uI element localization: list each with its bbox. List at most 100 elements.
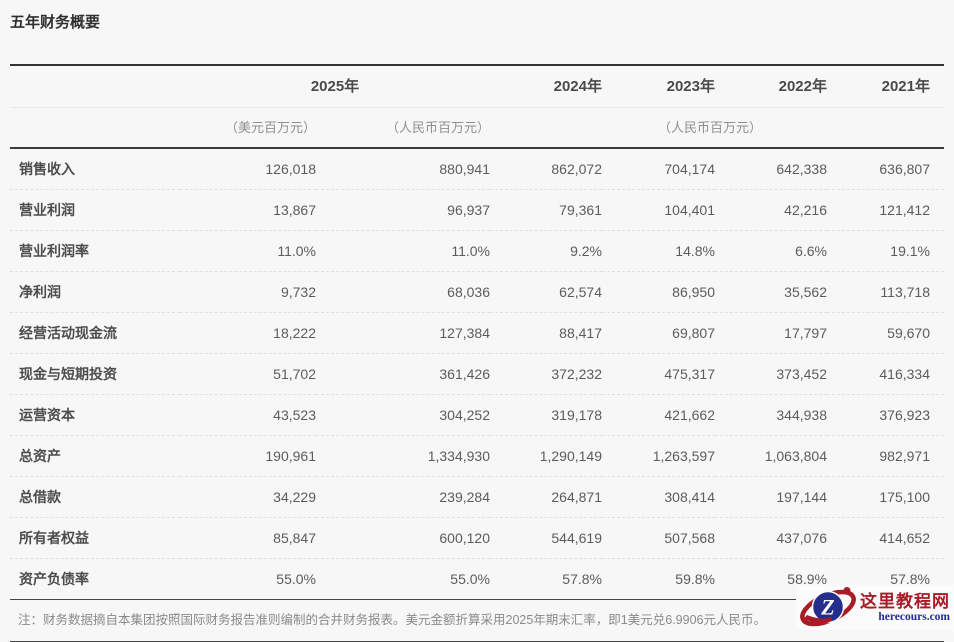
- row-label-header: [10, 64, 180, 108]
- row-value: 43,523: [180, 394, 316, 436]
- financial-table: 2025年 2024年 2023年 2022年 2021年 （美元百万元） （人…: [10, 64, 944, 642]
- row-value: 42,216: [715, 189, 827, 231]
- row-label: 资产负债率: [10, 558, 180, 600]
- site-logo-icon: Z: [800, 587, 856, 627]
- row-value: 319,178: [490, 394, 602, 436]
- row-label: 经营活动现金流: [10, 312, 180, 354]
- table-row: 运营资本 43,523 304,252 319,178 421,662 344,938 37…: [10, 394, 944, 436]
- row-value: 344,938: [715, 394, 827, 436]
- row-value: 376,923: [827, 394, 944, 436]
- row-value: 88,417: [490, 312, 602, 354]
- watermark-text: 这里教程网 herecours.com: [860, 592, 950, 624]
- row-value: 190,961: [180, 435, 316, 477]
- row-value: 126,018: [180, 148, 316, 190]
- row-value: 9,732: [180, 271, 316, 313]
- row-value: 85,847: [180, 517, 316, 559]
- row-value: 475,317: [602, 353, 715, 395]
- row-label: 总资产: [10, 435, 180, 477]
- table-row: 现金与短期投资 51,702 361,426 372,232 475,317 373,45…: [10, 353, 944, 395]
- row-value: 18,222: [180, 312, 316, 354]
- row-value: 1,063,804: [715, 435, 827, 477]
- row-value: 308,414: [602, 476, 715, 518]
- row-value: 17,797: [715, 312, 827, 354]
- year-header-2024: 2024年: [490, 64, 602, 108]
- row-value: 239,284: [316, 476, 490, 518]
- row-value: 113,718: [827, 271, 944, 313]
- row-value: 304,252: [316, 394, 490, 436]
- unit-rmb-label: （人民币百万元）: [316, 107, 490, 149]
- table-row: 所有者权益 85,847 600,120 544,619 507,568 437,076 4…: [10, 517, 944, 559]
- row-value: 55.0%: [316, 558, 490, 600]
- row-value: 437,076: [715, 517, 827, 559]
- table-row: 净利润 9,732 68,036 62,574 86,950 35,562 113,718: [10, 271, 944, 313]
- table-row: 经营活动现金流 18,222 127,384 88,417 69,807 17,797 59…: [10, 312, 944, 354]
- row-value: 13,867: [180, 189, 316, 231]
- row-value: 544,619: [490, 517, 602, 559]
- row-value: 79,361: [490, 189, 602, 231]
- row-value: 1,334,930: [316, 435, 490, 477]
- table-row: 资产负债率 55.0% 55.0% 57.8% 59.8% 58.9% 57.8%: [10, 558, 944, 600]
- row-label: 销售收入: [10, 148, 180, 190]
- row-value: 19.1%: [827, 230, 944, 272]
- site-name: 这里教程网: [860, 591, 950, 611]
- row-value: 636,807: [827, 148, 944, 190]
- row-value: 59,670: [827, 312, 944, 354]
- unit-header-spacer: [10, 107, 180, 149]
- row-value: 1,290,149: [490, 435, 602, 477]
- row-label: 总借款: [10, 476, 180, 518]
- row-value: 59.8%: [602, 558, 715, 600]
- row-value: 11.0%: [316, 230, 490, 272]
- row-value: 414,652: [827, 517, 944, 559]
- row-label: 现金与短期投资: [10, 353, 180, 395]
- row-value: 880,941: [316, 148, 490, 190]
- row-value: 62,574: [490, 271, 602, 313]
- row-value: 642,338: [715, 148, 827, 190]
- row-value: 9.2%: [490, 230, 602, 272]
- row-value: 862,072: [490, 148, 602, 190]
- page-title: 五年财务概要: [10, 14, 101, 31]
- row-value: 96,937: [316, 189, 490, 231]
- row-value: 51,702: [180, 353, 316, 395]
- row-value: 68,036: [316, 271, 490, 313]
- row-value: 264,871: [490, 476, 602, 518]
- row-value: 1,263,597: [602, 435, 715, 477]
- year-header-row: 2025年 2024年 2023年 2022年 2021年: [10, 64, 944, 108]
- row-value: 361,426: [316, 353, 490, 395]
- row-value: 14.8%: [602, 230, 715, 272]
- logo-letter: Z: [820, 595, 834, 620]
- row-value: 35,562: [715, 271, 827, 313]
- year-header-2022: 2022年: [715, 64, 827, 108]
- row-value: 127,384: [316, 312, 490, 354]
- row-value: 34,229: [180, 476, 316, 518]
- row-value: 704,174: [602, 148, 715, 190]
- row-value: 600,120: [316, 517, 490, 559]
- row-value: 372,232: [490, 353, 602, 395]
- row-label: 营业利润: [10, 189, 180, 231]
- table-row: 营业利润 13,867 96,937 79,361 104,401 42,216 121,4…: [10, 189, 944, 231]
- row-value: 121,412: [827, 189, 944, 231]
- row-value: 104,401: [602, 189, 715, 231]
- table-row: 总借款 34,229 239,284 264,871 308,414 197,144 175…: [10, 476, 944, 518]
- site-url[interactable]: herecours.com: [878, 610, 950, 623]
- year-header-2021: 2021年: [827, 64, 944, 108]
- year-header-2023: 2023年: [602, 64, 715, 108]
- table-row: 销售收入 126,018 880,941 862,072 704,174 642,338 6…: [10, 148, 944, 190]
- row-value: 86,950: [602, 271, 715, 313]
- site-watermark: Z 这里教程网 herecours.com: [796, 585, 953, 630]
- table-row: 总资产 190,961 1,334,930 1,290,149 1,263,597 1,0…: [10, 435, 944, 477]
- year-header-2025: 2025年: [180, 64, 490, 108]
- row-label: 净利润: [10, 271, 180, 313]
- row-value: 416,334: [827, 353, 944, 395]
- unit-header-row: （美元百万元） （人民币百万元） （人民币百万元）: [10, 107, 944, 149]
- row-value: 69,807: [602, 312, 715, 354]
- row-value: 197,144: [715, 476, 827, 518]
- row-label: 营业利润率: [10, 230, 180, 272]
- row-value: 373,452: [715, 353, 827, 395]
- row-label: 运营资本: [10, 394, 180, 436]
- row-value: 11.0%: [180, 230, 316, 272]
- row-value: 55.0%: [180, 558, 316, 600]
- unit-rmb-group-label: （人民币百万元）: [490, 107, 944, 149]
- row-value: 57.8%: [490, 558, 602, 600]
- unit-usd-label: （美元百万元）: [180, 107, 316, 149]
